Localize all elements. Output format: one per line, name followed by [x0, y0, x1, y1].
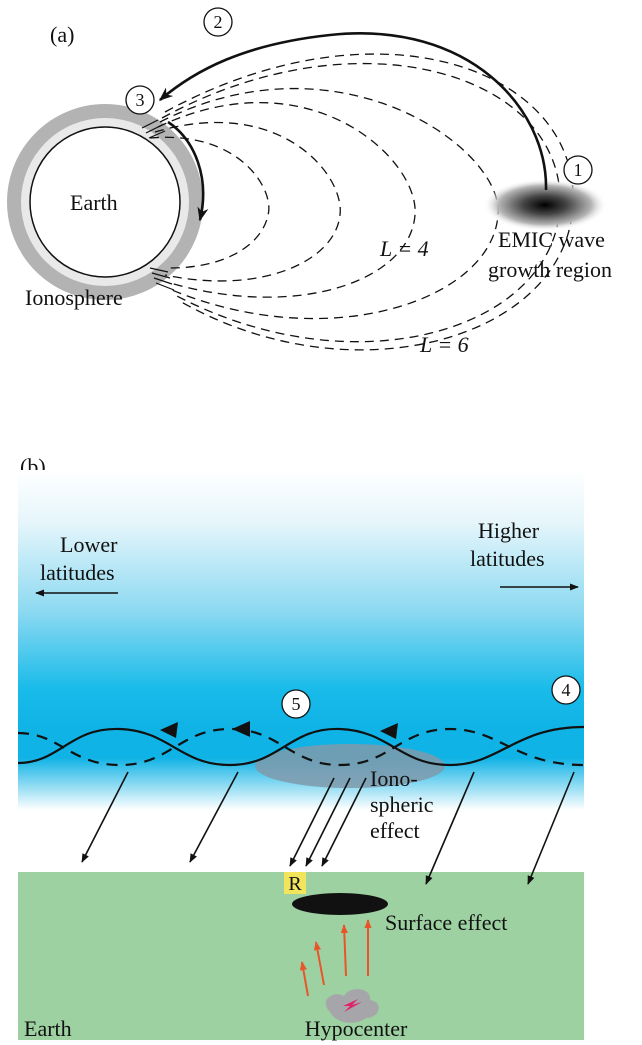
- step-marker-5: 5: [281, 689, 311, 719]
- seismic-arrow-2: [313, 941, 325, 986]
- hypocenter-label: Hypocenter: [305, 1016, 408, 1041]
- duct-wave-solid: [17, 725, 585, 767]
- footpoint-ticks: [141, 119, 175, 291]
- hypocenter-rupture-icon: [343, 999, 362, 1012]
- emic-label-line1: EMIC wave: [498, 227, 605, 252]
- emic-label-line2: growth region: [488, 257, 612, 282]
- duct-arrowhead-1: [160, 722, 178, 738]
- seismic-arrows: [299, 919, 372, 997]
- down-arrow-2: [189, 771, 239, 863]
- seismic-arrow-3: [340, 924, 348, 977]
- ionospheric-effect-patch: [255, 744, 445, 788]
- sky-region: [18, 470, 584, 728]
- shell-l6-label: L = 6: [419, 332, 469, 357]
- seismic-arrow-1: [299, 961, 309, 997]
- receiver-label: R: [288, 873, 302, 895]
- emic-growth-region: [483, 179, 607, 231]
- panel-b: (b) Lower latitudes Higher latitudes 4 5: [17, 454, 585, 1041]
- field-line-2: [154, 121, 341, 282]
- field-line-3: [157, 101, 416, 298]
- wave-propagation-path: [158, 32, 548, 191]
- panel-a-label: (a): [50, 22, 74, 47]
- step-3-label: 3: [136, 90, 145, 110]
- iono-effect-line1: Iono-: [370, 766, 418, 791]
- down-arrow-7: [527, 771, 575, 885]
- down-arrow-6: [425, 771, 475, 885]
- down-arrow-1: [81, 771, 129, 863]
- down-arrow-4: [305, 777, 351, 867]
- iono-effect-line2: spheric: [370, 792, 434, 817]
- panel-a: (a) Earth Ionosphere: [7, 7, 612, 357]
- surface-effect-ellipse: [292, 893, 388, 915]
- duct-arrowhead-3: [380, 723, 398, 739]
- iono-effect-line3: effect: [370, 818, 420, 843]
- higher-latitudes-line1: Higher: [478, 518, 540, 543]
- surface-effect-label: Surface effect: [385, 910, 507, 935]
- ionospheric-duct-arrow: [167, 120, 209, 222]
- duct-arrowhead-2: [232, 721, 250, 737]
- lower-latitudes-line2: latitudes: [40, 560, 115, 585]
- step-1-label: 1: [574, 160, 583, 180]
- step-marker-3: 3: [125, 85, 155, 115]
- earth-label: Earth: [70, 190, 118, 215]
- step-marker-4: 4: [551, 675, 581, 705]
- earth-ground-label: Earth: [24, 1016, 72, 1041]
- step-5-label: 5: [292, 694, 301, 714]
- step-marker-2: 2: [203, 7, 233, 37]
- field-line-1: [149, 136, 270, 269]
- down-arrow-3: [289, 777, 335, 867]
- receiver-box: [284, 872, 306, 894]
- step-4-label: 4: [562, 680, 571, 700]
- ionosphere-label: Ionosphere: [25, 285, 123, 310]
- step-2-label: 2: [214, 12, 223, 32]
- higher-latitudes-line2: latitudes: [470, 546, 545, 571]
- step-marker-1: 1: [563, 155, 593, 185]
- down-arrow-5: [321, 777, 367, 867]
- duct-wave-dashed: [17, 727, 585, 767]
- downward-wave-arrows: [81, 771, 575, 885]
- lower-latitudes-line1: Lower: [60, 532, 118, 557]
- field-line-4: [159, 87, 499, 320]
- ground-region: [18, 872, 584, 1040]
- shell-l4-label: L = 4: [379, 236, 429, 261]
- earth-globe: [29, 126, 181, 278]
